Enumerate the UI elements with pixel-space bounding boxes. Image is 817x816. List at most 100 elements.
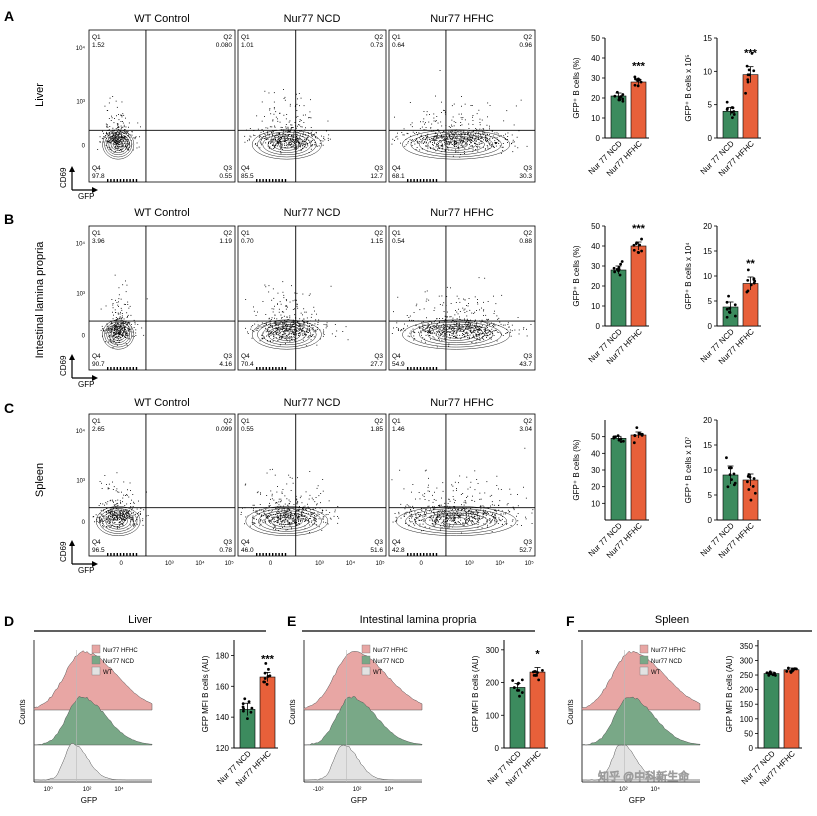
event-dot	[313, 512, 315, 514]
event-dot	[458, 509, 460, 511]
event-dot	[440, 522, 442, 524]
event-dot	[479, 122, 481, 123]
event-dot	[285, 330, 287, 332]
event-dot	[458, 146, 460, 148]
event-dot	[476, 113, 478, 115]
event-dot	[267, 517, 268, 519]
event-dot	[125, 495, 126, 496]
event-dot	[489, 138, 491, 140]
event-dot	[278, 530, 280, 531]
event-dot	[479, 309, 480, 311]
event-dot	[498, 519, 500, 521]
event-dot	[121, 328, 123, 329]
axis-tick-mark	[110, 553, 112, 556]
event-dot	[289, 134, 290, 135]
event-dot	[115, 509, 117, 511]
event-dot	[325, 327, 327, 329]
event-dot	[436, 519, 438, 520]
event-dot	[507, 136, 509, 137]
event-dot	[321, 518, 323, 520]
event-dot	[495, 329, 496, 331]
event-dot	[434, 491, 435, 493]
event-dot	[108, 327, 109, 329]
event-dot	[456, 514, 458, 515]
event-dot	[272, 144, 274, 146]
event-dot	[472, 146, 474, 147]
event-dot	[493, 323, 495, 325]
event-dot	[463, 336, 465, 337]
event-dot	[494, 518, 496, 520]
event-dot	[444, 139, 446, 141]
event-dot	[298, 145, 300, 147]
event-dot	[432, 523, 434, 525]
event-dot	[451, 137, 453, 139]
event-dot	[480, 322, 482, 324]
event-dot	[465, 333, 467, 334]
event-dot	[269, 519, 271, 521]
event-dot	[119, 514, 121, 516]
event-dot	[469, 135, 471, 137]
event-dot	[279, 335, 281, 337]
event-dot	[285, 145, 287, 146]
event-dot	[118, 126, 120, 128]
event-dot	[283, 136, 285, 138]
event-dot	[464, 299, 466, 301]
event-dot	[120, 334, 122, 336]
event-dot	[282, 324, 284, 326]
event-dot	[306, 144, 308, 145]
event-dot	[267, 330, 268, 332]
event-dot	[419, 309, 421, 311]
event-dot	[288, 121, 290, 123]
event-dot	[452, 509, 453, 511]
event-dot	[273, 308, 275, 310]
event-dot	[98, 505, 100, 506]
event-dot	[279, 337, 280, 339]
event-dot	[441, 141, 442, 143]
event-dot	[489, 125, 490, 127]
event-dot	[416, 138, 417, 140]
event-dot	[489, 134, 490, 136]
quadrant-label: Q2	[374, 418, 383, 425]
event-dot	[110, 512, 112, 514]
event-dot	[107, 141, 109, 142]
event-dot	[296, 329, 297, 331]
event-dot	[112, 96, 114, 97]
event-dot	[134, 522, 136, 524]
axis-tick-mark	[278, 367, 280, 370]
event-dot	[473, 516, 475, 518]
event-dot	[117, 338, 119, 340]
quadrant-label: Q1	[392, 34, 401, 41]
quadrant-value: 1.15	[370, 238, 383, 245]
event-dot	[507, 322, 509, 324]
event-dot	[477, 328, 479, 330]
event-dot	[507, 332, 508, 333]
event-dot	[284, 325, 286, 326]
event-dot	[470, 141, 471, 143]
event-dot	[426, 326, 428, 328]
event-dot	[275, 145, 277, 147]
data-point	[613, 94, 617, 98]
event-dot	[461, 124, 463, 126]
event-dot	[492, 331, 493, 333]
event-dot	[279, 112, 281, 114]
event-dot	[483, 309, 485, 311]
event-dot	[449, 134, 451, 136]
event-dot	[291, 142, 293, 144]
event-dot	[419, 149, 421, 151]
event-dot	[465, 513, 467, 515]
event-dot	[100, 308, 102, 310]
event-dot	[319, 338, 321, 340]
event-dot	[130, 314, 132, 316]
quadrant-label: Q1	[241, 230, 250, 237]
event-dot	[260, 523, 262, 525]
event-dot	[247, 333, 249, 334]
event-dot	[282, 322, 284, 324]
event-dot	[262, 131, 264, 132]
event-dot	[334, 509, 336, 511]
axis-tick-mark	[119, 553, 122, 556]
event-dot	[322, 144, 324, 146]
quadrant-label: Q3	[374, 353, 383, 360]
event-dot	[120, 502, 122, 504]
event-dot	[409, 512, 411, 513]
event-dot	[489, 334, 491, 336]
